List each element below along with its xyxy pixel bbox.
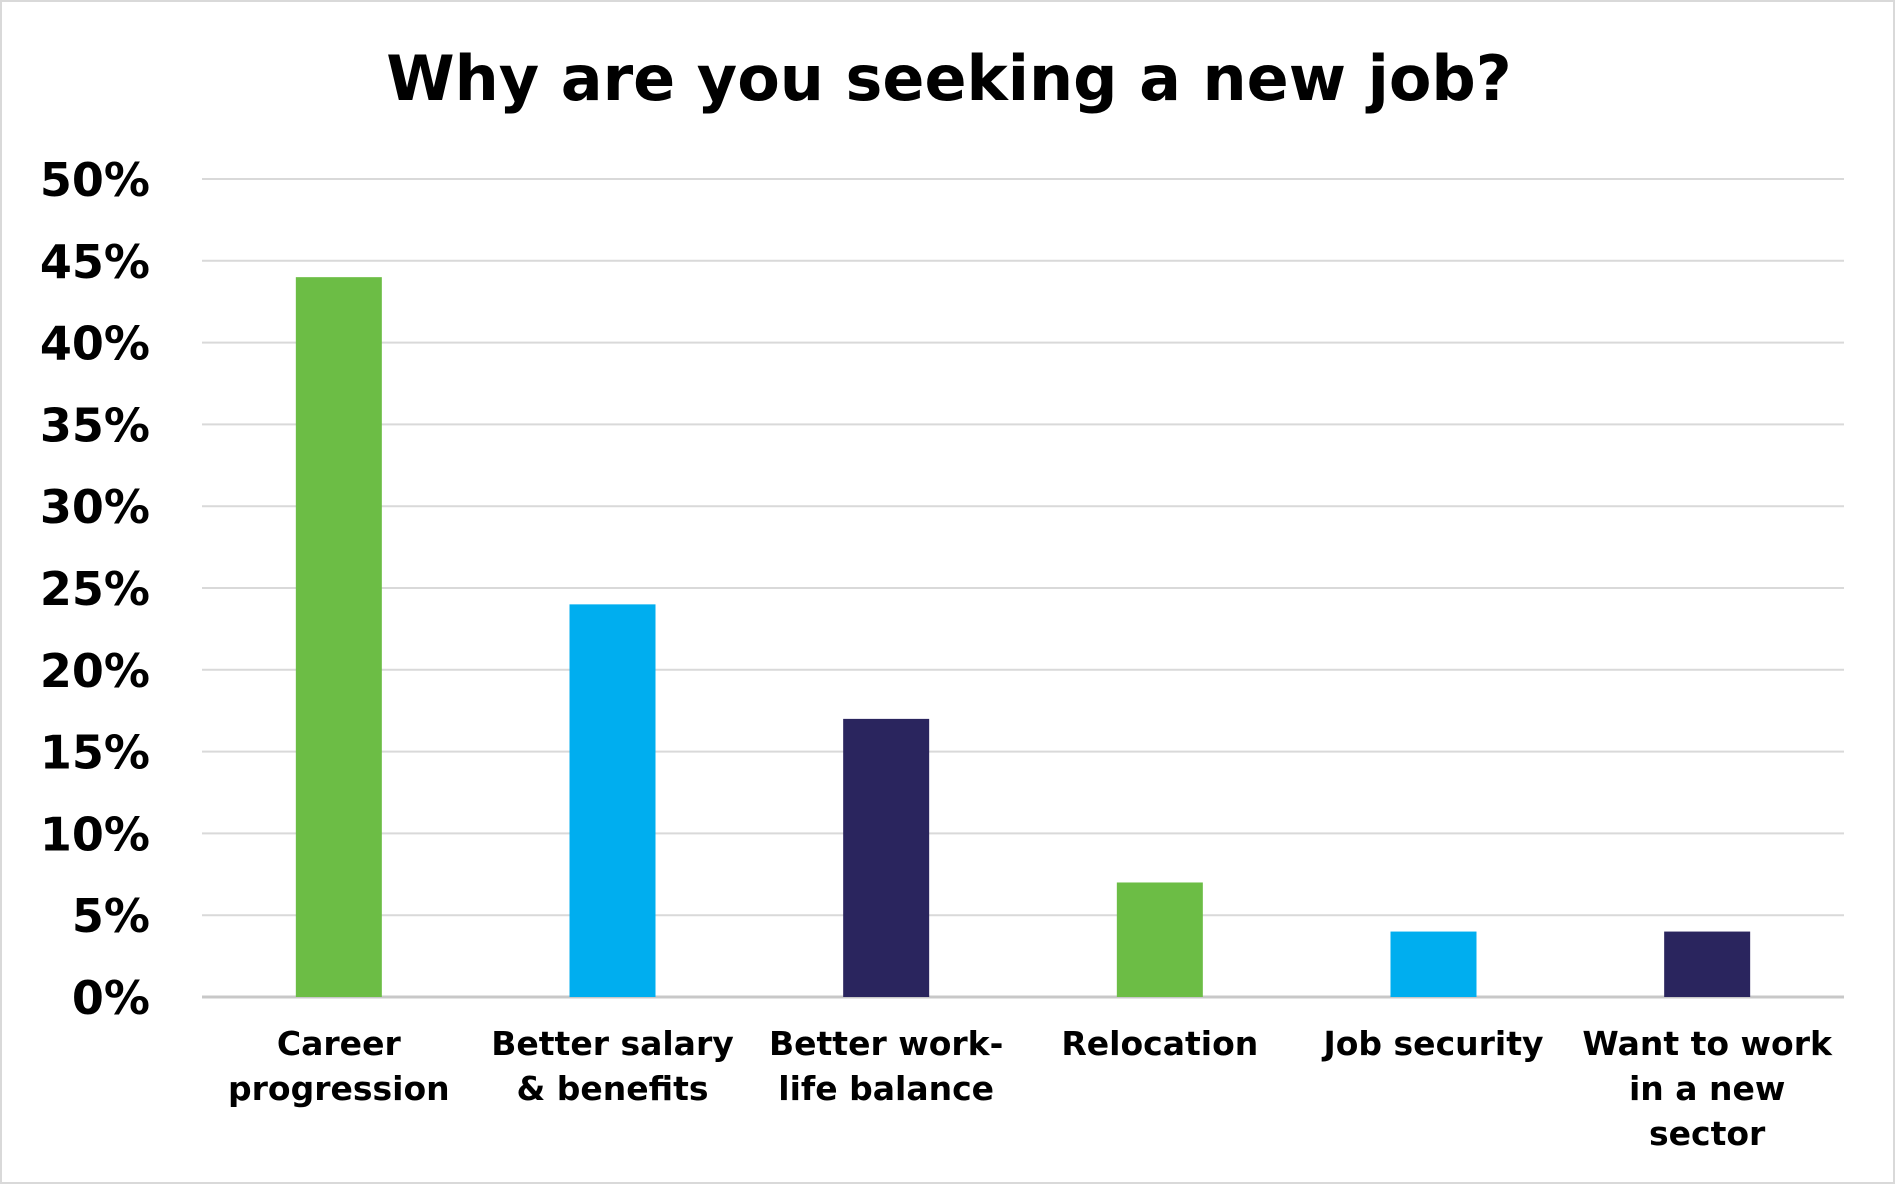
- y-tick-label: 45%: [40, 235, 150, 289]
- x-tick-label: Better work-life balance: [769, 1024, 1003, 1108]
- gridlines: [202, 178, 1844, 999]
- y-tick-label: 20%: [40, 644, 150, 698]
- y-tick-label: 5%: [72, 889, 150, 943]
- bar: [843, 718, 930, 997]
- x-tick-label: Job security: [1321, 1024, 1543, 1063]
- x-axis-ticks: Career progression Better salary & benefits…: [228, 1024, 1833, 1153]
- x-tick-label: Relocation: [1061, 1024, 1258, 1063]
- bar: [569, 604, 656, 997]
- y-tick-label: 15%: [40, 726, 150, 780]
- y-tick-label: 35%: [40, 398, 150, 452]
- bar: [1664, 931, 1751, 997]
- x-tick-label: Better salary & benefits: [491, 1024, 734, 1108]
- y-tick-label: 10%: [40, 807, 150, 861]
- bar: [295, 277, 382, 997]
- x-tick-label: Career progression: [228, 1024, 450, 1108]
- y-tick-label: 25%: [40, 562, 150, 616]
- y-axis-ticks: 0% 5% 10% 15% 20% 25% 30% 35% 40% 45% 50%: [40, 153, 150, 1025]
- y-tick-label: 50%: [40, 153, 150, 207]
- bar: [1390, 931, 1477, 997]
- x-tick-label: Want to work in a new sector: [1582, 1024, 1833, 1153]
- y-tick-label: 30%: [40, 480, 150, 534]
- y-tick-label: 40%: [40, 317, 150, 371]
- bars: [295, 277, 1751, 997]
- chart-title: Why are you seeking a new job?: [386, 42, 1512, 115]
- bar: [1116, 882, 1203, 997]
- y-tick-label: 0%: [72, 971, 150, 1025]
